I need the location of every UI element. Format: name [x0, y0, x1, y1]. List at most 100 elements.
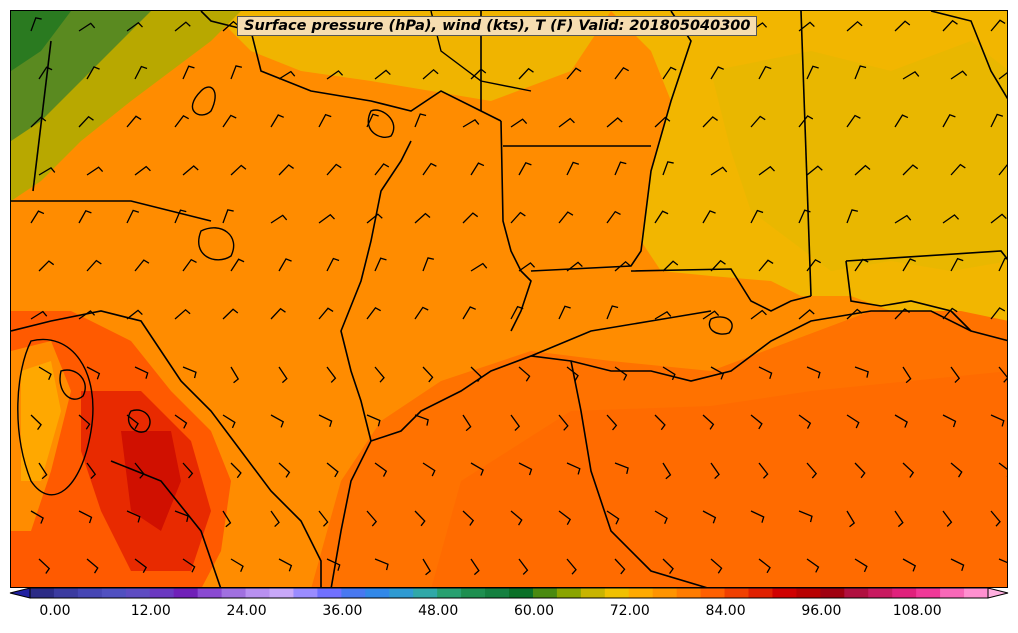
- wind-barb: [662, 260, 679, 272]
- wind-barb: [846, 510, 856, 528]
- wind-barb: [998, 72, 1007, 80]
- wind-barb: [86, 259, 102, 272]
- wind-barb: [374, 257, 387, 272]
- wind-barb: [134, 366, 149, 379]
- colorbar-cell: [844, 588, 869, 598]
- wind-barb: [518, 366, 531, 382]
- wind-barb: [990, 414, 1005, 427]
- wind-barb: [414, 212, 431, 224]
- wind-barb: [366, 213, 383, 224]
- wind-barb: [798, 309, 815, 320]
- wind-barb: [750, 510, 765, 523]
- wind-barb: [942, 510, 953, 527]
- wind-barb: [78, 414, 91, 430]
- wind-barb: [30, 414, 42, 430]
- colorbar-tick-label: 12.00: [130, 603, 171, 619]
- wind-barb: [702, 310, 720, 320]
- wind-barb: [462, 212, 479, 224]
- wind-barb: [414, 306, 429, 320]
- colorbar-max-arrow: [987, 588, 1009, 599]
- wind-barb: [470, 558, 480, 576]
- wind-barb: [182, 65, 195, 80]
- wind-barb: [174, 414, 188, 429]
- colorbar-cell: [556, 588, 582, 598]
- colorbar-cell: [940, 588, 965, 598]
- wind-barb: [126, 510, 141, 523]
- wind-barb: [614, 366, 628, 381]
- wind-barb: [278, 366, 288, 384]
- wind-barb: [758, 65, 772, 80]
- wind-barb: [134, 259, 150, 272]
- wind-barb: [750, 209, 764, 224]
- wind-barb: [894, 114, 909, 128]
- wind-barb: [750, 115, 766, 128]
- wind-barb: [86, 462, 97, 479]
- wind-barb: [222, 209, 234, 224]
- wind-barb: [30, 17, 42, 32]
- colorbar-cell: [173, 588, 199, 598]
- wind-barb: [902, 462, 915, 478]
- wind-barb: [38, 166, 56, 176]
- wind-barbs: [30, 17, 1007, 576]
- colorbar-cell: [197, 588, 223, 598]
- wind-barb: [270, 307, 286, 320]
- wind-barb: [126, 21, 143, 32]
- colorbar-cell: [30, 588, 55, 598]
- wind-barb: [806, 165, 823, 176]
- colorbar-tick-label: 0.00: [39, 603, 71, 619]
- wind-barb: [318, 213, 335, 224]
- wind-barb: [662, 66, 677, 80]
- wind-barb: [230, 366, 240, 384]
- wind-barb: [278, 70, 296, 80]
- wind-barb: [894, 308, 910, 320]
- wind-barb: [78, 22, 96, 32]
- wind-barb: [30, 510, 44, 524]
- wind-barb: [558, 510, 572, 525]
- wind-barb: [758, 366, 773, 380]
- wind-barb: [78, 115, 94, 128]
- wind-barb: [134, 558, 148, 573]
- wind-barb: [606, 117, 623, 128]
- wind-barb: [86, 366, 101, 380]
- wind-barb: [942, 113, 956, 128]
- wind-barb: [326, 462, 339, 478]
- wind-barb: [510, 305, 524, 320]
- wind-barb: [366, 510, 378, 527]
- wind-barb: [710, 366, 725, 380]
- colorbar-cell: [796, 588, 821, 598]
- wind-barb: [750, 309, 767, 320]
- wind-barb: [846, 114, 861, 128]
- colorbar-cell: [341, 588, 366, 598]
- wind-barb: [998, 164, 1007, 176]
- wind-barb: [230, 65, 243, 80]
- wind-barb: [174, 21, 191, 32]
- wind-barb: [318, 510, 329, 527]
- wind-barb: [126, 209, 140, 224]
- wind-barb: [702, 116, 718, 128]
- wind-barb: [222, 308, 239, 320]
- wind-barb: [366, 113, 379, 128]
- wind-barb: [126, 414, 139, 430]
- wind-barb: [998, 366, 1007, 383]
- wind-barb: [230, 258, 245, 272]
- wind-barb: [854, 558, 868, 573]
- wind-barb: [134, 165, 151, 176]
- colorbar-tick-label: 36.00: [322, 603, 363, 619]
- wind-barb: [710, 462, 720, 480]
- wind-barb: [558, 414, 569, 431]
- colorbar-cell: [772, 588, 797, 598]
- wind-barb: [270, 214, 288, 224]
- wind-barb: [134, 462, 145, 479]
- wind-barb: [318, 307, 334, 320]
- wind-barb: [806, 65, 819, 80]
- colorbar-cell: [365, 588, 390, 598]
- wind-barb: [942, 414, 957, 428]
- wind-barb: [702, 414, 715, 430]
- wind-barb: [606, 210, 621, 224]
- wind-barb: [326, 558, 341, 571]
- wind-barb: [422, 68, 439, 80]
- wind-barb: [366, 414, 381, 427]
- wind-barb: [950, 558, 965, 572]
- wind-barb: [318, 414, 333, 428]
- wind-barb: [614, 260, 631, 272]
